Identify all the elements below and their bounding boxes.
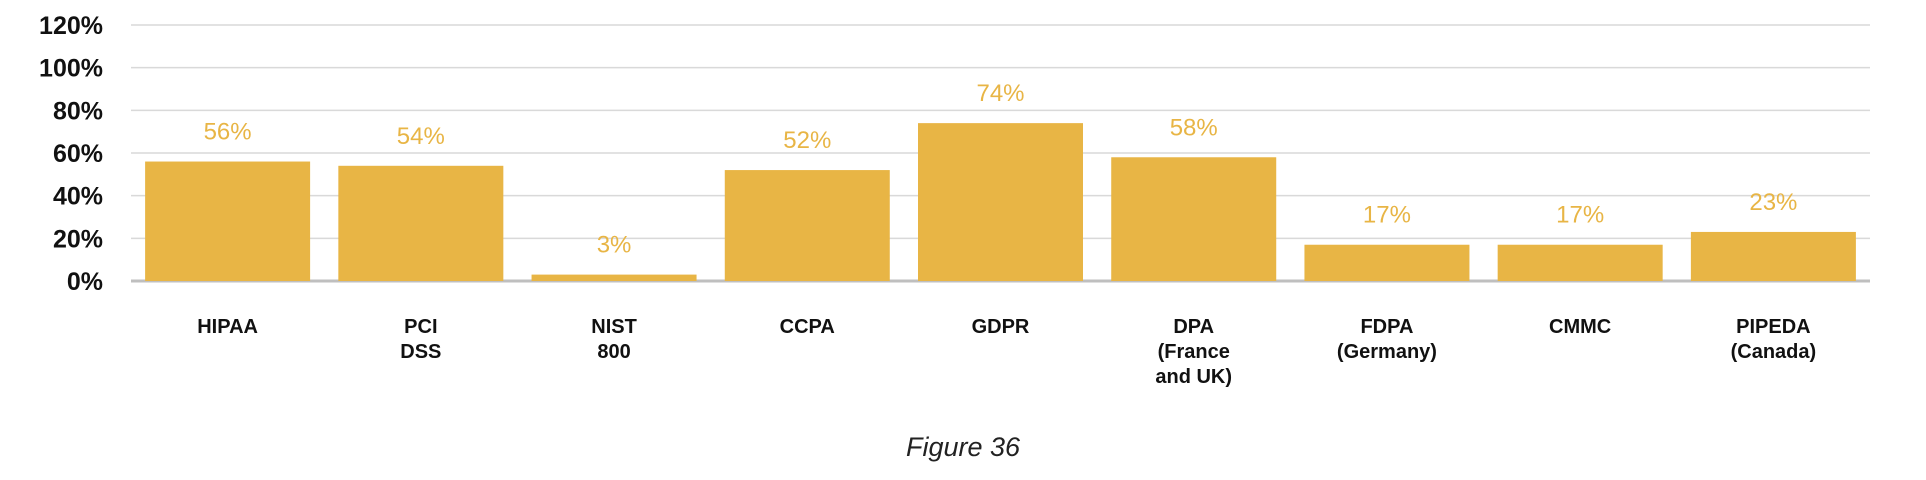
y-tick-label: 40% — [53, 183, 103, 211]
y-tick-label: 120% — [39, 12, 103, 40]
x-tick-label-line: (Canada) — [1731, 341, 1817, 363]
y-tick-label: 100% — [39, 55, 103, 83]
x-tick-label-line: NIST — [591, 316, 637, 338]
x-tick-label-line: (France — [1158, 341, 1230, 363]
x-axis-ticks: HIPAA PCI DSS NIST 800 CCPA GDPR DPA (France and … — [197, 316, 1816, 388]
x-tick-label-line: PCI — [404, 316, 437, 338]
x-tick-label-line: and UK) — [1155, 366, 1232, 388]
bar — [1111, 157, 1277, 281]
bar — [1690, 231, 1856, 281]
x-tick-label-line: PIPEDA — [1736, 316, 1810, 338]
x-tick-label-line: FDPA — [1360, 316, 1413, 338]
data-label: 54% — [397, 123, 445, 150]
y-tick-label: 80% — [53, 97, 103, 125]
bar — [1497, 244, 1663, 281]
x-tick-label-line: 800 — [597, 341, 630, 363]
data-label: 74% — [976, 80, 1024, 107]
bar — [145, 161, 311, 281]
x-tick-label: PCI DSS — [400, 316, 441, 363]
x-tick-label-line: HIPAA — [197, 316, 258, 338]
data-label: 56% — [204, 119, 252, 146]
data-label: 52% — [783, 127, 831, 154]
x-tick-label: CMMC — [1549, 316, 1611, 338]
figure-caption: Figure 36 — [905, 432, 1021, 462]
bar-chart: 0% 20% 40% 60% 80% 100% 120% 56% 54% 3% 52% 74% 58%… — [39, 12, 1870, 388]
data-label: 58% — [1170, 114, 1218, 141]
x-tick-label: NIST 800 — [591, 316, 637, 363]
x-tick-label-line: CCPA — [780, 316, 835, 338]
bar — [531, 274, 697, 281]
x-tick-label-line: DSS — [400, 341, 441, 363]
x-tick-label-line: GDPR — [972, 316, 1030, 338]
bar — [724, 170, 890, 281]
x-tick-label: GDPR — [972, 316, 1030, 338]
x-tick-label-line: DPA — [1173, 316, 1214, 338]
y-axis-ticks: 0% 20% 40% 60% 80% 100% 120% — [39, 12, 103, 296]
data-label: 17% — [1556, 202, 1604, 229]
x-tick-label-line: (Germany) — [1337, 341, 1437, 363]
x-tick-label: HIPAA — [197, 316, 258, 338]
bar — [1304, 244, 1470, 281]
x-tick-label-line: CMMC — [1549, 316, 1611, 338]
data-label: 17% — [1363, 202, 1411, 229]
bars — [145, 123, 1856, 281]
x-tick-label: DPA (France and UK) — [1155, 316, 1232, 388]
bar — [338, 165, 504, 281]
data-label: 23% — [1749, 189, 1797, 216]
x-tick-label: PIPEDA (Canada) — [1731, 316, 1817, 363]
data-label: 3% — [597, 232, 632, 259]
y-tick-label: 0% — [67, 268, 103, 296]
y-tick-label: 60% — [53, 140, 103, 168]
bar — [918, 123, 1083, 281]
x-tick-label: CCPA — [780, 316, 835, 338]
x-tick-label: FDPA (Germany) — [1337, 316, 1437, 363]
y-tick-label: 20% — [53, 225, 103, 253]
data-labels: 56% 54% 3% 52% 74% 58% 17% 17% 23% — [204, 80, 1798, 258]
